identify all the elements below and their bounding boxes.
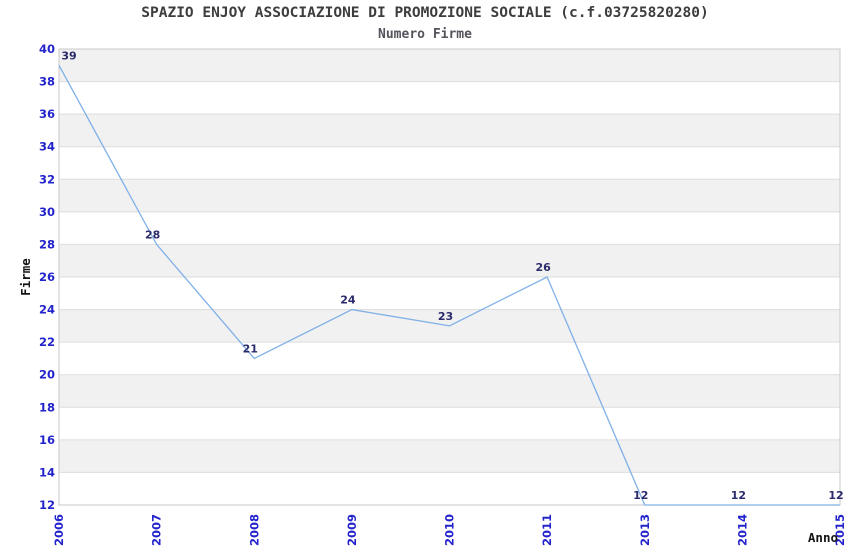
y-axis-tick-labels: 12 14 16 18 20 22 24 26 28 30 32 34 36 38 40 xyxy=(39,42,55,512)
point-label: 12 xyxy=(633,489,648,502)
y-tick-label: 12 xyxy=(39,498,55,512)
y-tick-label: 24 xyxy=(39,303,55,317)
plot-border xyxy=(58,48,841,506)
x-tick-label: 2010 xyxy=(443,514,457,546)
y-tick-label: 32 xyxy=(39,172,55,186)
plot-bands xyxy=(59,49,840,473)
x-tick-label: 2011 xyxy=(540,514,554,546)
point-label: 26 xyxy=(535,261,551,274)
y-tick-label: 26 xyxy=(39,270,55,284)
y-tick-label: 16 xyxy=(39,433,55,447)
x-tick-label: 2007 xyxy=(150,514,164,546)
y-tick-label: 14 xyxy=(39,465,55,479)
x-tick-label: 2006 xyxy=(52,514,66,546)
point-label: 12 xyxy=(731,489,746,502)
y-tick-label: 22 xyxy=(39,335,55,349)
y-tick-label: 40 xyxy=(39,42,55,56)
point-label: 21 xyxy=(243,342,258,355)
plot-band xyxy=(59,374,840,408)
series-line xyxy=(58,64,840,506)
y-tick-label: 28 xyxy=(39,237,55,251)
plot-band xyxy=(59,244,840,277)
x-tick-label: 2015 xyxy=(833,514,847,546)
y-axis-title: Firme xyxy=(18,258,33,296)
plot-band xyxy=(59,179,840,212)
plot-band xyxy=(59,439,840,473)
x-tick-label: 2014 xyxy=(735,514,749,546)
x-tick-label: 2013 xyxy=(638,514,652,546)
y-tick-label: 20 xyxy=(39,368,55,382)
chart-title: SPAZIO ENJOY ASSOCIAZIONE DI PROMOZIONE … xyxy=(141,5,709,21)
y-tick-label: 36 xyxy=(39,107,55,121)
point-label: 28 xyxy=(145,228,160,241)
plot-band xyxy=(59,114,840,147)
point-label: 12 xyxy=(828,489,843,502)
point-label: 23 xyxy=(438,310,453,323)
chart-subtitle: Numero Firme xyxy=(378,27,472,42)
y-tick-label: 18 xyxy=(39,400,55,414)
x-tick-label: 2009 xyxy=(345,514,359,546)
plot-band xyxy=(59,49,840,82)
point-label: 39 xyxy=(61,49,76,62)
y-tick-label: 30 xyxy=(39,205,55,219)
y-tick-label: 38 xyxy=(39,75,55,89)
gridlines xyxy=(59,81,840,473)
x-tick-label: 2008 xyxy=(247,514,261,546)
x-axis-tick-labels: 2006 2007 2008 2009 2010 2011 2013 2014 2015 xyxy=(52,514,847,546)
point-labels: 39 28 21 24 23 26 12 12 12 xyxy=(61,49,843,502)
y-tick-label: 34 xyxy=(39,140,55,154)
point-label: 24 xyxy=(340,294,356,307)
x-axis-title: Anno xyxy=(808,530,838,545)
